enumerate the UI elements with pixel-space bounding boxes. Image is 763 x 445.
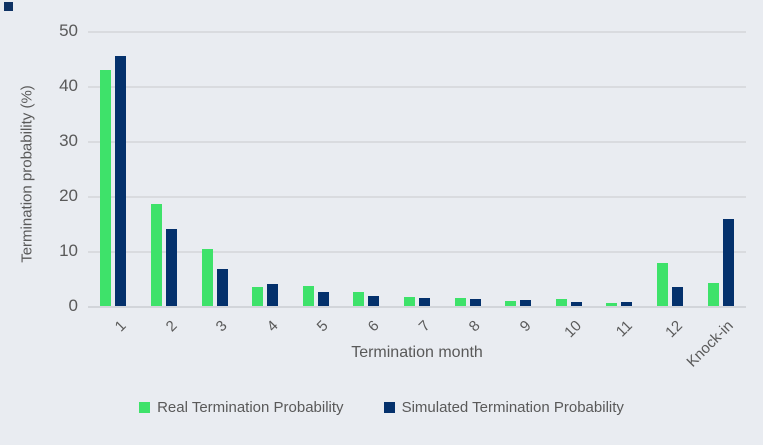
bar-simulated bbox=[267, 284, 279, 306]
gridline bbox=[88, 141, 746, 143]
x-tick-label: 12 bbox=[662, 317, 687, 342]
bar-simulated bbox=[418, 297, 430, 306]
x-tick-label: 10 bbox=[561, 317, 586, 342]
legend-item-simulated: Simulated Termination Probability bbox=[383, 399, 624, 416]
bar-real bbox=[252, 286, 264, 306]
bar-real bbox=[100, 69, 112, 306]
y-tick-label: 20 bbox=[59, 186, 78, 205]
legend-label: Real Termination Probability bbox=[157, 399, 344, 416]
y-axis-title: Termination probability (%) bbox=[18, 85, 36, 263]
bar-cluster bbox=[341, 31, 392, 306]
y-tick-label: 10 bbox=[59, 241, 78, 260]
bar-real bbox=[454, 297, 466, 306]
bar-real bbox=[201, 249, 213, 306]
bar-real bbox=[403, 297, 415, 306]
corner-marker bbox=[4, 2, 13, 11]
bar-simulated bbox=[520, 299, 532, 306]
bar-simulated bbox=[570, 301, 582, 306]
bar-simulated bbox=[722, 219, 734, 306]
bar-real bbox=[302, 286, 314, 306]
y-tick-label: 30 bbox=[59, 131, 78, 150]
x-tick-label: 9 bbox=[516, 317, 535, 336]
x-tick-label: 2 bbox=[162, 317, 181, 336]
bar-cluster bbox=[645, 31, 696, 306]
bar-cluster bbox=[139, 31, 190, 306]
bar-simulated bbox=[469, 299, 481, 306]
bar-simulated bbox=[115, 55, 127, 306]
bar-simulated bbox=[368, 295, 380, 306]
bar-real bbox=[657, 262, 669, 306]
bar-cluster bbox=[544, 31, 595, 306]
bar-simulated bbox=[317, 291, 329, 306]
gridline bbox=[88, 251, 746, 253]
x-tick-label: 3 bbox=[212, 317, 231, 336]
x-tick-label: 7 bbox=[415, 317, 434, 336]
y-tick-label: 50 bbox=[59, 21, 78, 40]
bar-cluster bbox=[442, 31, 493, 306]
gridline bbox=[88, 31, 746, 33]
x-tick-label: 5 bbox=[314, 317, 333, 336]
legend: Real Termination Probability Simulated Te… bbox=[0, 399, 763, 416]
bar-real bbox=[606, 302, 618, 306]
bar-cluster bbox=[594, 31, 645, 306]
bar-real bbox=[353, 291, 365, 306]
bar-cluster bbox=[392, 31, 443, 306]
bar-simulated bbox=[165, 229, 177, 306]
bar-cluster bbox=[88, 31, 139, 306]
bar-real bbox=[555, 298, 567, 306]
legend-swatch-icon bbox=[139, 402, 151, 413]
bar-cluster bbox=[189, 31, 240, 306]
bar-simulated bbox=[621, 302, 633, 306]
x-tick-label: 6 bbox=[364, 317, 383, 336]
legend-item-real: Real Termination Probability bbox=[139, 399, 344, 416]
plot-area bbox=[88, 31, 746, 308]
x-axis-title: Termination month bbox=[351, 344, 483, 361]
legend-swatch-icon bbox=[383, 402, 395, 413]
y-tick-label: 40 bbox=[59, 76, 78, 95]
gridline bbox=[88, 86, 746, 88]
x-tick-label: 4 bbox=[263, 317, 282, 336]
bar-real bbox=[505, 300, 517, 306]
bar-cluster bbox=[290, 31, 341, 306]
bar-cluster bbox=[493, 31, 544, 306]
y-tick-label: 0 bbox=[68, 296, 78, 315]
x-tick-label: 1 bbox=[111, 317, 130, 336]
bar-simulated bbox=[216, 269, 228, 306]
bar-real bbox=[150, 204, 162, 306]
bar-cluster bbox=[240, 31, 291, 306]
bar-real bbox=[707, 283, 719, 306]
x-tick-label: 8 bbox=[466, 317, 484, 336]
x-axis-line bbox=[88, 306, 746, 308]
bar-cluster bbox=[695, 31, 746, 306]
gridline bbox=[88, 196, 746, 198]
bar-simulated bbox=[672, 287, 684, 306]
x-tick-label: 11 bbox=[612, 317, 636, 341]
legend-label: Simulated Termination Probability bbox=[401, 399, 624, 416]
